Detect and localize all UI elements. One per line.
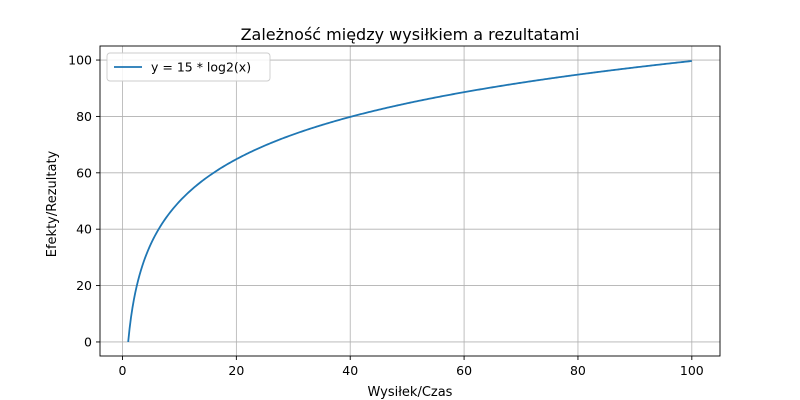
axes-frame	[99, 45, 721, 357]
plot-area: 0 20 40 60 80 100 0 20 40 60 80 100 y = 15 * log2(x)	[68, 45, 721, 378]
series-line	[127, 60, 692, 343]
y-tick-label: 80	[76, 109, 92, 124]
y-axis-label: Efekty/Rezultaty	[45, 150, 60, 257]
x-tick-label: 40	[342, 363, 358, 378]
chart-title: Zależność między wysiłkiem a rezultatami	[241, 25, 580, 44]
x-tick-label: 60	[456, 363, 472, 378]
x-tick-label: 0	[119, 363, 127, 378]
x-tick-label: 20	[228, 363, 244, 378]
x-tick-label: 80	[570, 363, 586, 378]
legend-box	[106, 52, 271, 82]
y-tick-label: 20	[76, 278, 92, 293]
y-tick-label: 0	[84, 334, 92, 349]
x-tick-label: 100	[680, 363, 704, 378]
legend: y = 15 * log2(x)	[106, 52, 271, 82]
y-tick-label: 100	[68, 53, 92, 68]
y-tick-label: 40	[76, 222, 92, 237]
y-tick-label: 60	[76, 165, 92, 180]
legend-label: y = 15 * log2(x)	[151, 60, 251, 75]
x-axis-label: Wysiłek/Czas	[368, 385, 453, 400]
